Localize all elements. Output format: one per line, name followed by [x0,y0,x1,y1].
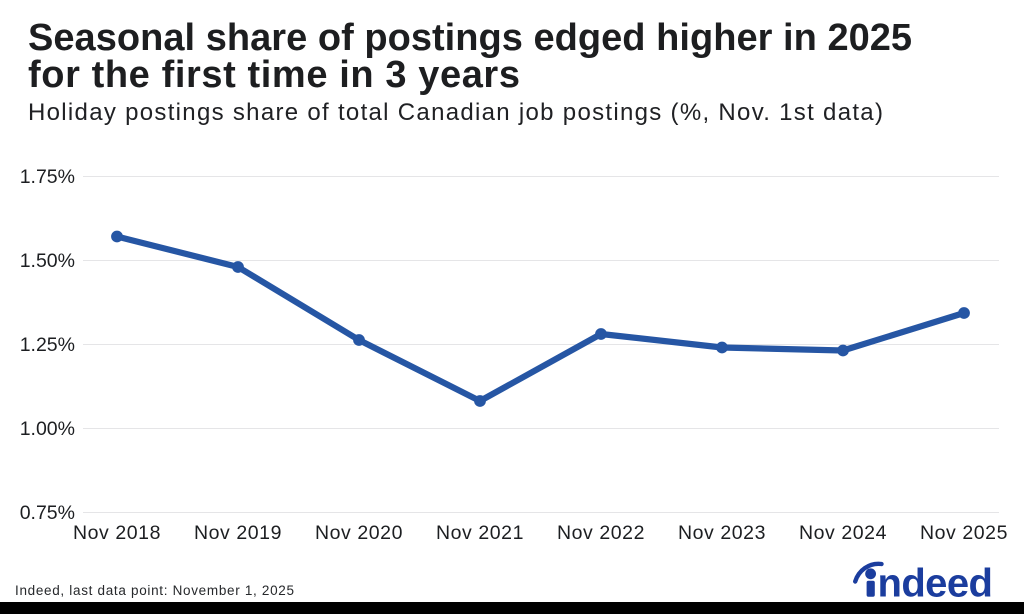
svg-text:1.00%: 1.00% [20,418,75,440]
svg-text:Nov 2019: Nov 2019 [194,522,282,544]
svg-text:Nov 2022: Nov 2022 [557,522,645,544]
svg-text:1.50%: 1.50% [20,250,75,272]
svg-text:Nov 2024: Nov 2024 [799,522,887,544]
svg-text:Nov 2025: Nov 2025 [920,522,1008,544]
svg-text:1.25%: 1.25% [20,334,75,356]
svg-text:Nov 2023: Nov 2023 [678,522,766,544]
svg-text:0.75%: 0.75% [20,502,75,524]
svg-text:Nov 2018: Nov 2018 [73,522,161,544]
svg-text:1.75%: 1.75% [20,166,75,188]
svg-text:ndeed: ndeed [878,562,993,606]
svg-text:Nov 2020: Nov 2020 [315,522,403,544]
svg-text:Nov 2021: Nov 2021 [436,522,524,544]
